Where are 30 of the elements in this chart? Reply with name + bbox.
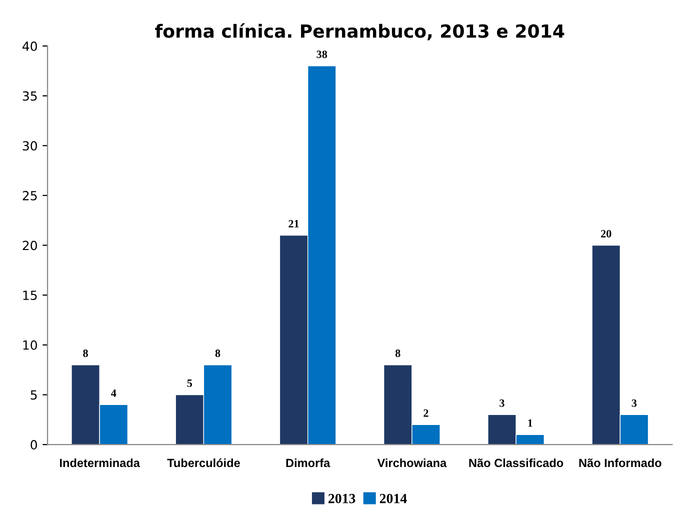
x-tick-label: Não Classificado (469, 458, 564, 468)
data-label: 21 (288, 220, 299, 228)
y-tick-label: 40 (22, 41, 37, 51)
y-tick-label: 15 (23, 290, 37, 300)
data-label: 20 (601, 230, 612, 238)
y-tick-label: 0 (30, 440, 37, 450)
data-label: 5 (187, 380, 192, 387)
y-tick-label: 35 (22, 91, 37, 101)
chart-title: forma clínica. Pernambuco, 2013 e 2014 (155, 23, 564, 40)
legend-label: 2013 (328, 494, 356, 504)
data-label: 3 (500, 399, 504, 407)
y-tick-label: 20 (22, 240, 37, 250)
x-tick-label: Tuberculóide (167, 458, 240, 468)
data-label: 4 (111, 389, 116, 397)
x-tick-label: Dimorfa (286, 458, 330, 468)
y-tick-label: 25 (22, 190, 37, 200)
data-label: 8 (83, 350, 88, 358)
legend-label: 2014 (380, 494, 407, 504)
data-label: 3 (632, 399, 637, 407)
x-tick-label: Não Informado (579, 458, 662, 468)
data-label: 8 (215, 350, 220, 358)
data-label: 8 (395, 350, 400, 358)
data-label: 38 (316, 50, 328, 58)
x-tick-label: Indeterminada (60, 458, 140, 468)
x-tick-label: Virchowiana (377, 458, 447, 468)
y-tick-label: 30 (22, 141, 37, 151)
y-tick-label: 10 (23, 340, 37, 350)
y-tick-label: 5 (30, 390, 37, 400)
data-label: 1 (528, 419, 532, 427)
data-label: 2 (424, 409, 428, 417)
